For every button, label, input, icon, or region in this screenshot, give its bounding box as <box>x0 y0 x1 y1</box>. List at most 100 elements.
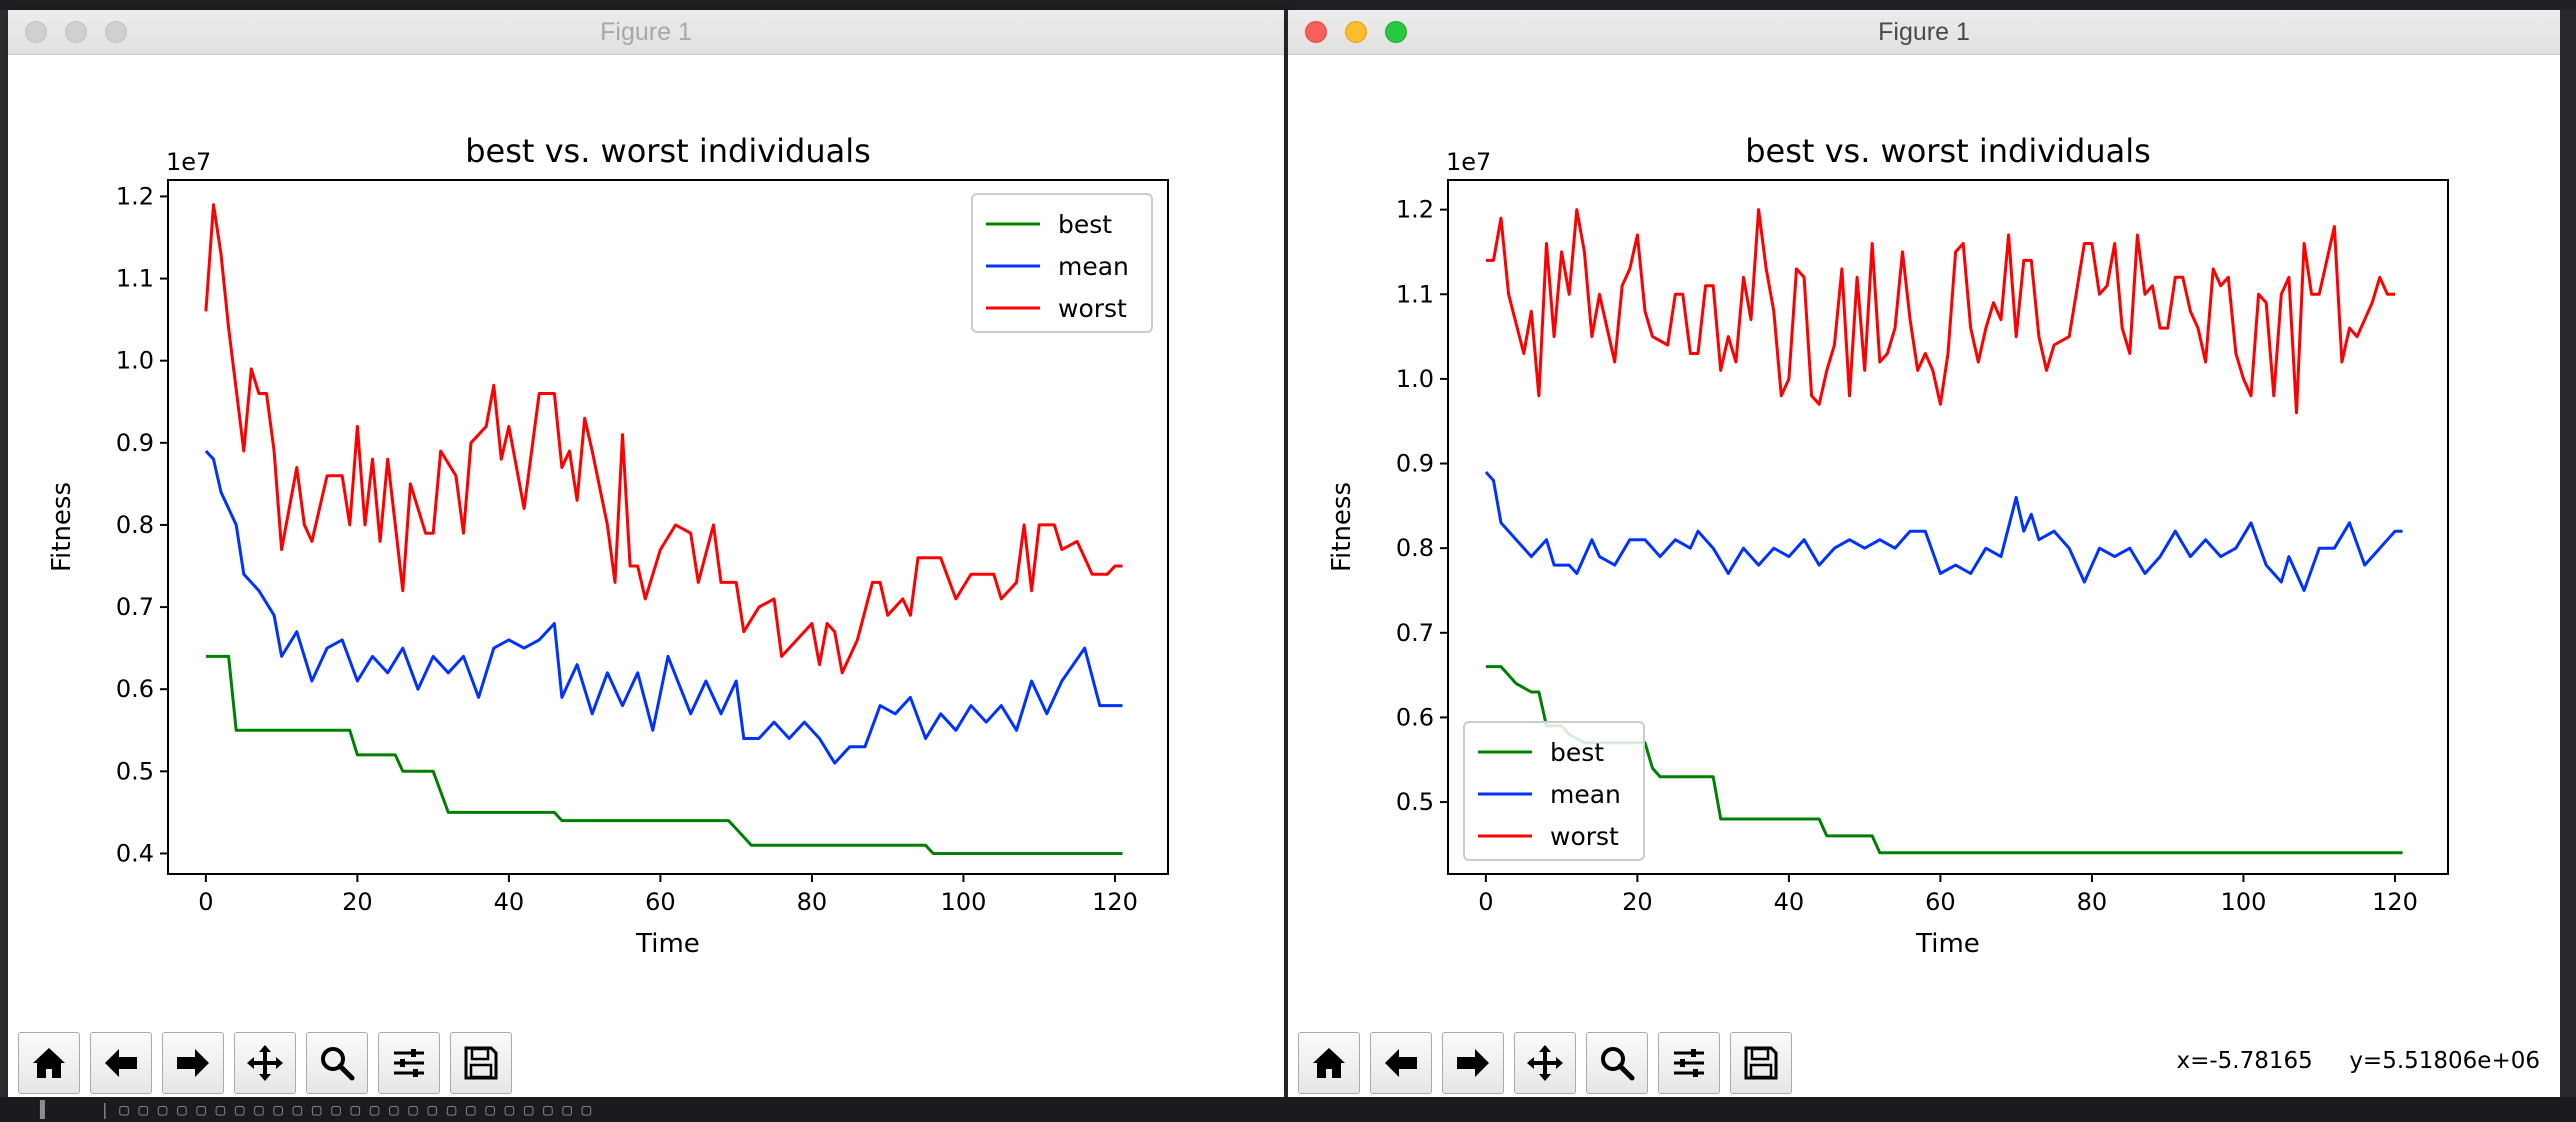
x-tick-label: 80 <box>797 888 828 916</box>
x-tick-label: 120 <box>2372 888 2418 916</box>
y-tick-label: 0.6 <box>1396 703 1434 731</box>
y-tick-label: 0.9 <box>116 429 154 457</box>
legend-box <box>971 193 1153 333</box>
configure-subplots-button[interactable] <box>1658 1032 1720 1094</box>
legend-label-worst: worst <box>1550 822 1619 851</box>
y-tick-label: 1.0 <box>116 347 154 375</box>
desktop-glyph: | ▢ ▢ ▢ ▢ ▢ ▢ ▢ ▢ ▢ ▢ ▢ ▢ ▢ ▢ ▢ ▢ ▢ ▢ ▢ … <box>100 1100 592 1119</box>
x-tick-label: 40 <box>1774 888 1805 916</box>
desktop-glyph: ▌ <box>40 1100 50 1119</box>
x-tick-label: 20 <box>1622 888 1653 916</box>
x-tick-label: 60 <box>645 888 676 916</box>
y-tick-label: 1.0 <box>1396 365 1434 393</box>
legend-label-mean: mean <box>1058 252 1129 281</box>
back-button[interactable] <box>1370 1032 1432 1094</box>
y-tick-label: 1.2 <box>1396 196 1434 224</box>
series-line-best <box>205 654 1123 855</box>
save-button[interactable] <box>450 1032 512 1094</box>
navigation-toolbar <box>1288 1018 2560 1094</box>
x-tick-label: 0 <box>198 888 213 916</box>
navigation-toolbar <box>8 1018 1284 1094</box>
x-tick-label: 120 <box>1092 888 1138 916</box>
desktop-bottom-strip <box>0 1097 2576 1122</box>
legend-label-mean: mean <box>1550 780 1621 809</box>
figure-window-right[interactable]: Figure 1 0 20 40 60 80 100 120 0.5 0.6 0.7 0.8 0.9 1… <box>1288 10 2560 1097</box>
x-axis-label: Time <box>635 929 700 959</box>
y-tick-label: 0.6 <box>116 675 154 703</box>
y-tick-label: 1.1 <box>1396 280 1434 308</box>
minimize-icon[interactable] <box>65 21 87 43</box>
x-tick-label: 60 <box>1925 888 1956 916</box>
x-axis-label: Time <box>1915 929 1980 959</box>
minimize-icon[interactable] <box>1345 21 1367 43</box>
sliders-icon <box>394 1049 424 1077</box>
axes-frame <box>1447 179 2449 875</box>
forward-button[interactable] <box>162 1032 224 1094</box>
figure-window-left[interactable]: Figure 1 0 20 40 60 80 100 120 0.4 0.5 0.6 0.7 0.8 0… <box>8 10 1284 1097</box>
legend-label-best: best <box>1550 738 1604 767</box>
y-tick-label: 0.7 <box>1396 619 1434 647</box>
x-tick-label: 80 <box>2077 888 2108 916</box>
pan-button[interactable] <box>1514 1032 1576 1094</box>
x-tick-label: 100 <box>2221 888 2267 916</box>
y-tick-label: 0.7 <box>116 593 154 621</box>
y-axis-label: Fitness <box>1327 482 1357 572</box>
title-bar[interactable]: Figure 1 <box>1288 10 2560 55</box>
figure-canvas[interactable]: 0 20 40 60 80 100 120 0.5 0.6 0.7 0.8 0.9 1.0 1.1 1.2 b… <box>1288 54 2560 1018</box>
arrow-left-icon <box>105 1049 137 1077</box>
move-icon <box>247 1045 283 1081</box>
forward-button[interactable] <box>1442 1032 1504 1094</box>
floppy-disk-icon <box>1744 1046 1778 1080</box>
close-icon[interactable] <box>25 21 47 43</box>
y-tick-label: 0.4 <box>116 839 154 867</box>
configure-subplots-button[interactable] <box>378 1032 440 1094</box>
figure-canvas[interactable]: 0 20 40 60 80 100 120 0.4 0.5 0.6 0.7 0.8 0.9 1.0 1.1 1… <box>8 54 1284 1018</box>
legend-box <box>1463 721 1645 861</box>
move-icon <box>1527 1045 1563 1081</box>
zoom-window-icon[interactable] <box>105 21 127 43</box>
home-button[interactable] <box>18 1032 80 1094</box>
close-icon[interactable] <box>1305 21 1327 43</box>
magnifier-icon <box>1601 1047 1635 1081</box>
sliders-icon <box>1674 1049 1704 1077</box>
legend: best mean worst <box>1463 721 1645 861</box>
zoom-button[interactable] <box>1586 1032 1648 1094</box>
save-button[interactable] <box>1730 1032 1792 1094</box>
zoom-window-icon[interactable] <box>1385 21 1407 43</box>
x-tick-label: 40 <box>494 888 525 916</box>
arrow-right-icon <box>177 1049 209 1077</box>
cursor-coordinates: x=-5.78165 y=5.51806e+06 <box>2176 1048 2540 1074</box>
zoom-button[interactable] <box>306 1032 368 1094</box>
chart-title: best vs. worst individuals <box>1745 132 2151 170</box>
arrow-right-icon <box>1457 1049 1489 1077</box>
series-line-mean <box>1484 471 2403 592</box>
legend: best mean worst <box>971 193 1153 333</box>
title-bar[interactable]: Figure 1 <box>8 10 1284 55</box>
x-tick-label: 20 <box>342 888 373 916</box>
home-icon <box>33 1048 65 1078</box>
desktop-right-strip <box>2560 10 2576 1097</box>
y-offset-label: 1e7 <box>166 148 211 176</box>
y-tick-label: 0.9 <box>1396 450 1434 478</box>
floppy-disk-icon <box>464 1046 498 1080</box>
y-tick-label: 1.1 <box>116 265 154 293</box>
home-icon <box>1313 1048 1345 1078</box>
x-tick-label: 0 <box>1478 888 1493 916</box>
series-line-worst <box>204 203 1123 675</box>
legend-label-best: best <box>1058 210 1112 239</box>
chart-title: best vs. worst individuals <box>465 132 871 170</box>
back-button[interactable] <box>90 1032 152 1094</box>
y-tick-label: 0.5 <box>1396 788 1434 816</box>
series-line-worst <box>1485 208 2395 415</box>
home-button[interactable] <box>1298 1032 1360 1094</box>
window-title: Figure 1 <box>1878 18 1970 46</box>
arrow-left-icon <box>1385 1049 1417 1077</box>
x-tick-label: 100 <box>941 888 987 916</box>
pan-button[interactable] <box>234 1032 296 1094</box>
y-tick-label: 1.2 <box>116 182 154 210</box>
axes-frame <box>167 179 1169 875</box>
y-tick-label: 0.5 <box>116 757 154 785</box>
y-axis-label: Fitness <box>47 482 77 572</box>
window-title: Figure 1 <box>600 18 692 46</box>
magnifier-icon <box>321 1047 355 1081</box>
